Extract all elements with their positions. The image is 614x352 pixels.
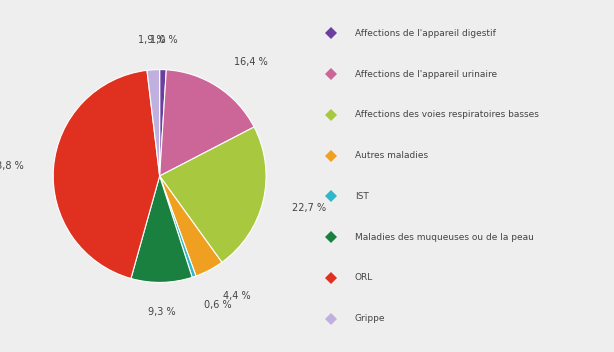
Wedge shape xyxy=(160,70,254,176)
Text: 43,8 %: 43,8 % xyxy=(0,161,24,170)
Text: Maladies des muqueuses ou de la peau: Maladies des muqueuses ou de la peau xyxy=(355,233,534,241)
Wedge shape xyxy=(53,70,160,278)
Wedge shape xyxy=(131,176,192,282)
Text: 0,6 %: 0,6 % xyxy=(204,300,231,310)
Wedge shape xyxy=(160,176,222,276)
Text: 1,0 %: 1,0 % xyxy=(150,35,177,45)
Text: Autres maladies: Autres maladies xyxy=(355,151,428,160)
Text: IST: IST xyxy=(355,192,368,201)
Text: Affections des voies respiratoires basses: Affections des voies respiratoires basse… xyxy=(355,111,538,119)
Wedge shape xyxy=(160,127,266,262)
Text: Grippe: Grippe xyxy=(355,314,385,323)
Wedge shape xyxy=(147,70,160,176)
Wedge shape xyxy=(160,176,196,277)
Text: 22,7 %: 22,7 % xyxy=(292,202,326,213)
Text: 4,4 %: 4,4 % xyxy=(223,291,251,301)
Text: 1,9 %: 1,9 % xyxy=(138,35,165,45)
Wedge shape xyxy=(160,70,166,176)
Text: ORL: ORL xyxy=(355,274,373,282)
Text: Affections de l'appareil digestif: Affections de l'appareil digestif xyxy=(355,29,495,38)
Text: Affections de l'appareil urinaire: Affections de l'appareil urinaire xyxy=(355,70,497,78)
Text: 9,3 %: 9,3 % xyxy=(149,307,176,317)
Text: 16,4 %: 16,4 % xyxy=(234,57,268,67)
